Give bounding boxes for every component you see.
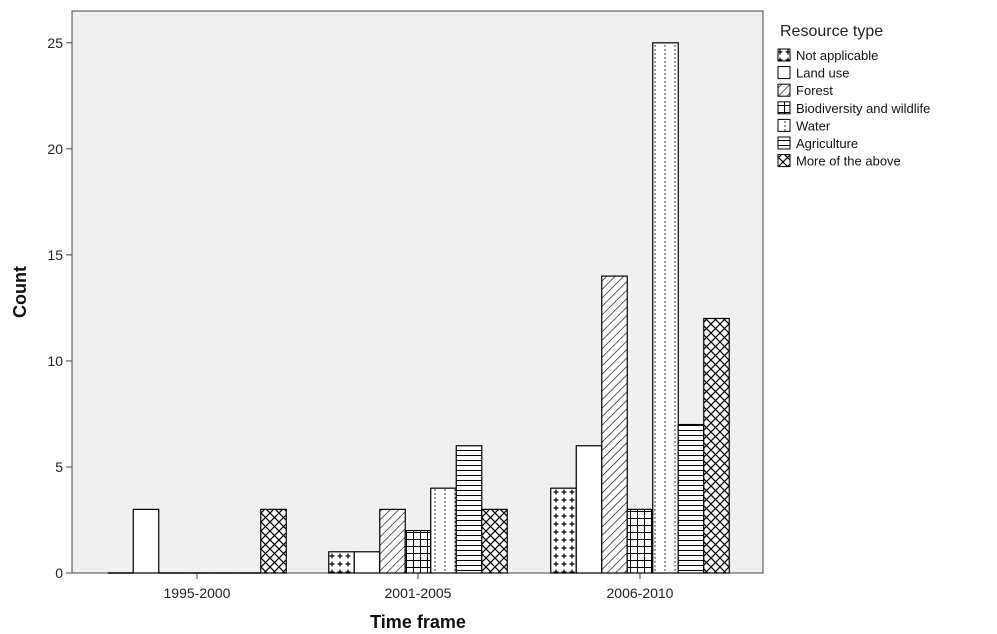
legend-label: More of the above: [796, 154, 901, 169]
legend: Resource type Not applicable Land use Fore…: [777, 23, 930, 169]
bar-water-2001-2005: [430, 487, 457, 574]
plot-area: [71, 10, 764, 574]
y-tick-label: 25: [47, 35, 63, 51]
bar-land-use-1995-2000: [132, 508, 160, 574]
bar-more-of-the-above-2006-2010: [703, 317, 730, 574]
bar-more-of-the-above-1995-2000: [260, 508, 287, 574]
legend-swatch: [777, 83, 791, 97]
bar-more-of-the-above-2001-2005: [481, 508, 508, 574]
legend-label: Water: [796, 118, 831, 133]
bar-land-use-2006-2010: [575, 445, 603, 574]
x-axis-title: Time frame: [370, 612, 466, 632]
bar-forest-2006-2010: [601, 275, 628, 574]
x-axis: 1995-2000 2001-2005 2006-2010: [164, 573, 674, 601]
x-tick-label: 1995-2000: [164, 585, 231, 601]
legend-label: Forest: [796, 83, 833, 98]
y-tick-label: 10: [47, 353, 63, 369]
y-tick-label: 5: [55, 459, 63, 475]
legend-swatch: [777, 136, 791, 150]
legend-title: Resource type: [780, 23, 883, 40]
y-tick-label: 20: [47, 141, 63, 157]
legend-swatch: [777, 154, 791, 168]
bars-group: [107, 42, 730, 574]
bar-water-2006-2010: [652, 42, 679, 574]
legend-label: Biodiversity and wildlife: [796, 101, 930, 116]
bar-biodiversity-and-wildlife-2001-2005: [404, 529, 432, 574]
legend-label: Not applicable: [796, 48, 878, 63]
x-tick-label: 2001-2005: [385, 585, 452, 601]
bar-not-applicable-2001-2005: [328, 551, 355, 574]
bar-agriculture-2001-2005: [455, 445, 483, 574]
legend-swatch: [777, 66, 791, 80]
legend-swatch: [777, 118, 791, 132]
y-tick-label: 0: [55, 565, 63, 581]
bar-land-use-2001-2005: [353, 551, 381, 574]
bar-not-applicable-2006-2010: [550, 487, 577, 574]
legend-label: Land use: [796, 66, 850, 81]
legend-swatch: [777, 101, 791, 115]
bar-biodiversity-and-wildlife-2006-2010: [626, 508, 654, 574]
bar-forest-2001-2005: [379, 508, 406, 574]
legend-label: Agriculture: [796, 136, 858, 151]
bar-agriculture-2006-2010: [677, 423, 705, 574]
legend-swatch: [777, 48, 791, 62]
y-axis: 0 5 10 15 20 25: [47, 35, 72, 581]
y-tick-label: 15: [47, 247, 63, 263]
y-axis-title: Count: [10, 266, 30, 318]
x-tick-label: 2006-2010: [607, 585, 674, 601]
